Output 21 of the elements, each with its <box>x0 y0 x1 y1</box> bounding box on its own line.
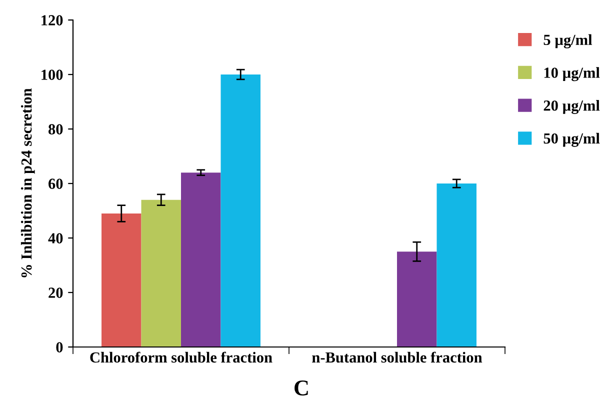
legend-label: 10 µg/ml <box>544 67 600 82</box>
y-tick-label: 0 <box>56 342 63 352</box>
bar <box>181 172 221 347</box>
text: C <box>294 380 308 396</box>
bar <box>141 200 181 347</box>
y-tick-label: 120 <box>42 15 63 26</box>
y-axis-title: % Inhibition in p24 secretion <box>20 88 35 278</box>
legend-label: 20 µg/ml <box>544 100 600 114</box>
legend-label: 50 µg/ml <box>544 132 600 147</box>
y-tick-label: 80 <box>48 124 63 134</box>
legend-label: 5 µg/ml <box>544 34 592 48</box>
y-tick-label: 100 <box>42 70 63 80</box>
x-tick-label: Chloroform soluble fraction <box>90 352 272 363</box>
bar <box>436 184 476 347</box>
y-tick-label: 20 <box>48 288 63 298</box>
y-tick-label: 60 <box>48 178 63 189</box>
bar <box>220 74 260 347</box>
y-tick-label: 40 <box>48 233 63 244</box>
bar <box>397 252 437 347</box>
bar <box>102 213 142 347</box>
x-tick-label: n-Butanol soluble fraction <box>312 352 482 363</box>
